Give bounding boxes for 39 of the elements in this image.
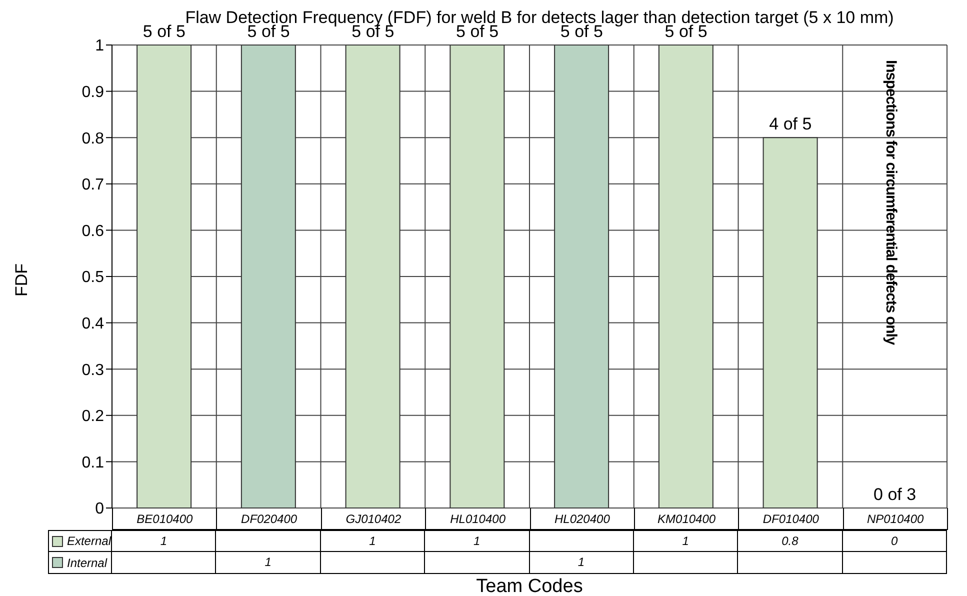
data-label: 0.8 [738,530,843,552]
x-axis-title: Team Codes [475,576,584,596]
y-tick-label: 0.4 [82,315,104,332]
y-tick-label: 0.3 [82,362,104,379]
data-label: 0 [842,530,947,552]
data-label: 1 [634,530,738,552]
y-tick-label: 0.6 [82,222,104,240]
total-label: 4 of 5 [769,114,812,134]
legend-label: External [48,530,112,552]
total-label: 5 of 5 [560,22,603,41]
x-tick-label: GJ010402 [322,508,426,530]
x-tick-label: BE010400 [113,508,218,530]
y-tick-label: 0.9 [82,84,104,101]
y-axis-title: FDF [12,262,32,299]
data-label: 1 [112,530,216,552]
y-tick-label: 1 [95,38,104,55]
total-label: 5 of 5 [247,22,290,41]
y-tick-label: 0.2 [82,408,104,426]
data-label: 1 [530,552,634,574]
total-label: 0 of 3 [874,485,916,504]
annotation: Inspections for circumferential defects only [882,60,900,345]
total-label: 5 of 5 [456,22,499,41]
y-tick-label: 0.1 [82,454,104,472]
data-label: 1 [425,530,530,552]
x-tick-label: DF010400 [739,508,844,530]
data-label: 1 [216,552,321,574]
x-tick-label: HL010400 [426,508,530,530]
y-tick-label: 0.7 [82,176,104,194]
x-tick-label: KM010400 [634,508,740,530]
y-tick-label: 0 [95,500,104,518]
x-tick-label: NP010400 [844,508,948,530]
y-tick-label: 0.5 [82,269,104,286]
data-label: 1 [320,530,426,552]
total-label: 5 of 5 [142,22,186,41]
y-tick-label: 0.8 [82,130,104,148]
x-tick-label: DF020400 [217,508,322,530]
total-label: 5 of 5 [664,22,708,41]
x-tick-label: HL020400 [530,508,635,530]
legend-label: Internal [48,552,112,574]
